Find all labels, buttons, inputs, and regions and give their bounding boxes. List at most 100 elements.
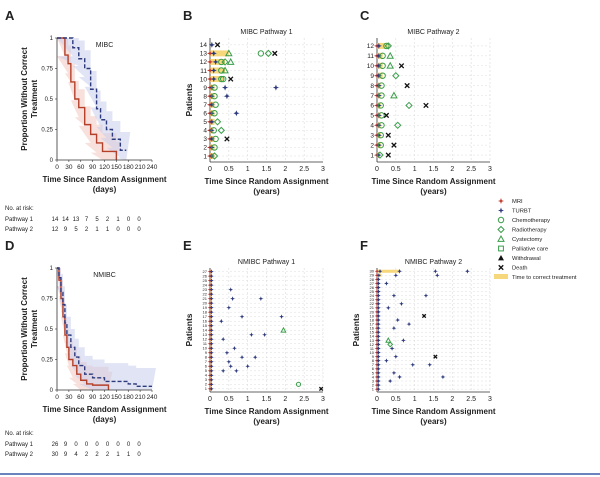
turbt-marker: [393, 273, 399, 278]
cystectomy-marker: [280, 326, 287, 333]
risk-count: 0: [137, 452, 141, 458]
chemotherapy-marker: [212, 135, 219, 143]
x-tick-label: 0.5: [391, 166, 401, 173]
legend-label: Death: [512, 266, 527, 272]
turbt-marker: [209, 341, 214, 347]
mri-marker: [374, 269, 380, 274]
turbt-marker: [212, 58, 219, 65]
x-tick-label: 30: [65, 164, 73, 171]
y-axis-label: Patients: [351, 313, 361, 346]
legend-label: Time to correct treatment: [512, 275, 577, 281]
panel-title: MIBC Pathway 2: [407, 29, 459, 36]
y-tick-label: 6: [203, 111, 207, 118]
x-tick-label: 2: [283, 166, 287, 173]
turbt-marker: [209, 309, 214, 315]
time-to-treatment-bar: [210, 50, 229, 57]
y-tick-label: 10: [200, 76, 208, 83]
risk-count: 1: [127, 452, 131, 458]
chemotherapy-marker: [218, 67, 225, 74]
turbt-marker: [376, 289, 381, 294]
turbt-marker: [239, 355, 245, 360]
turbt-marker: [209, 368, 214, 374]
x-tick-label: 1: [246, 166, 250, 173]
x-tick-label: 180: [123, 394, 134, 401]
y-tick-label: 3: [370, 132, 374, 139]
risk-count: 30: [52, 452, 59, 458]
y-tick-label: 18: [370, 317, 375, 322]
risk-count: 1: [116, 217, 120, 223]
chemotherapy-marker: [379, 52, 386, 60]
chemotherapy-marker: [379, 62, 386, 69]
risk-row-label: Pathway 1: [5, 217, 34, 223]
risk-count: 26: [52, 442, 59, 448]
turbt-marker: [209, 305, 214, 310]
turbt-marker: [220, 368, 226, 374]
turbt-marker: [220, 336, 226, 342]
y-tick-label: 16: [203, 319, 208, 324]
y-tick-label: 5: [372, 370, 375, 375]
x-tick-label: 1: [246, 396, 250, 403]
x-tick-label: 1: [413, 396, 417, 403]
turbt-marker: [389, 346, 395, 351]
y-tick-label: 9: [370, 73, 374, 80]
turbt-marker: [376, 301, 381, 307]
risk-count: 0: [127, 442, 131, 448]
y-axis-label: Treatment: [30, 80, 39, 119]
risk-count: 9: [64, 452, 68, 458]
y-tick-label: 0: [50, 158, 54, 164]
panel-title: NMIBC Pathway 1: [238, 259, 295, 266]
turbt-marker: [208, 118, 215, 125]
y-tick-label: 6: [372, 366, 375, 371]
turbt-marker: [228, 364, 233, 369]
turbt-marker: [209, 273, 214, 279]
x-axis-label-line: Time Since Random Assignment: [204, 407, 328, 416]
turbt-marker: [401, 338, 406, 343]
risk-count: 14: [62, 217, 69, 223]
y-tick-label: 26: [203, 274, 208, 279]
x-axis-label-line: Time Since Random Assignment: [204, 177, 328, 186]
turbt-marker: [209, 355, 214, 360]
y-tick-label: 12: [370, 342, 375, 347]
y-tick-label: 4: [370, 123, 374, 130]
turbt-marker: [226, 305, 232, 310]
y-tick-label: 0.5: [45, 327, 54, 333]
chemotherapy-marker: [377, 102, 384, 109]
turbt-marker: [252, 355, 258, 360]
cystectomy-marker: [386, 51, 395, 59]
panel-letter: A: [5, 8, 15, 23]
chemotherapy-marker: [211, 144, 218, 151]
pathway-1-curve: [57, 267, 110, 390]
y-tick-label: 14: [370, 334, 375, 339]
panel-letter: E: [183, 238, 192, 253]
mri-marker: [207, 58, 213, 65]
turbt-marker: [209, 314, 214, 319]
time-to-treatment-bar: [210, 67, 226, 74]
x-tick-label: 1.5: [429, 166, 439, 173]
death-marker: [421, 313, 427, 319]
y-axis-label: Proportion Without Correct: [20, 47, 29, 151]
turbt-marker: [395, 317, 400, 323]
turbt-marker: [234, 368, 239, 374]
y-tick-label: 9: [203, 85, 207, 92]
turbt-marker: [376, 273, 382, 278]
death-marker: [385, 152, 392, 158]
risk-count: 7: [85, 217, 89, 223]
y-tick-label: 8: [372, 358, 375, 363]
turbt-marker: [209, 269, 214, 274]
cystectomy-marker: [390, 91, 398, 99]
risk-table-title: No. at risk:: [5, 206, 34, 212]
x-tick-label: 240: [147, 164, 158, 171]
turbt-marker: [209, 327, 214, 333]
y-tick-label: 7: [370, 93, 374, 100]
risk-row-label: Pathway 1: [5, 442, 34, 448]
risk-count: 0: [127, 217, 131, 223]
y-tick-label: 9: [372, 354, 375, 359]
mri-marker: [498, 198, 504, 204]
turbt-marker: [376, 354, 381, 359]
turbt-marker: [427, 362, 432, 368]
y-tick-label: 24: [370, 293, 375, 298]
turbt-marker: [209, 296, 214, 301]
turbt-marker: [375, 132, 382, 139]
y-tick-label: 11: [200, 68, 207, 75]
